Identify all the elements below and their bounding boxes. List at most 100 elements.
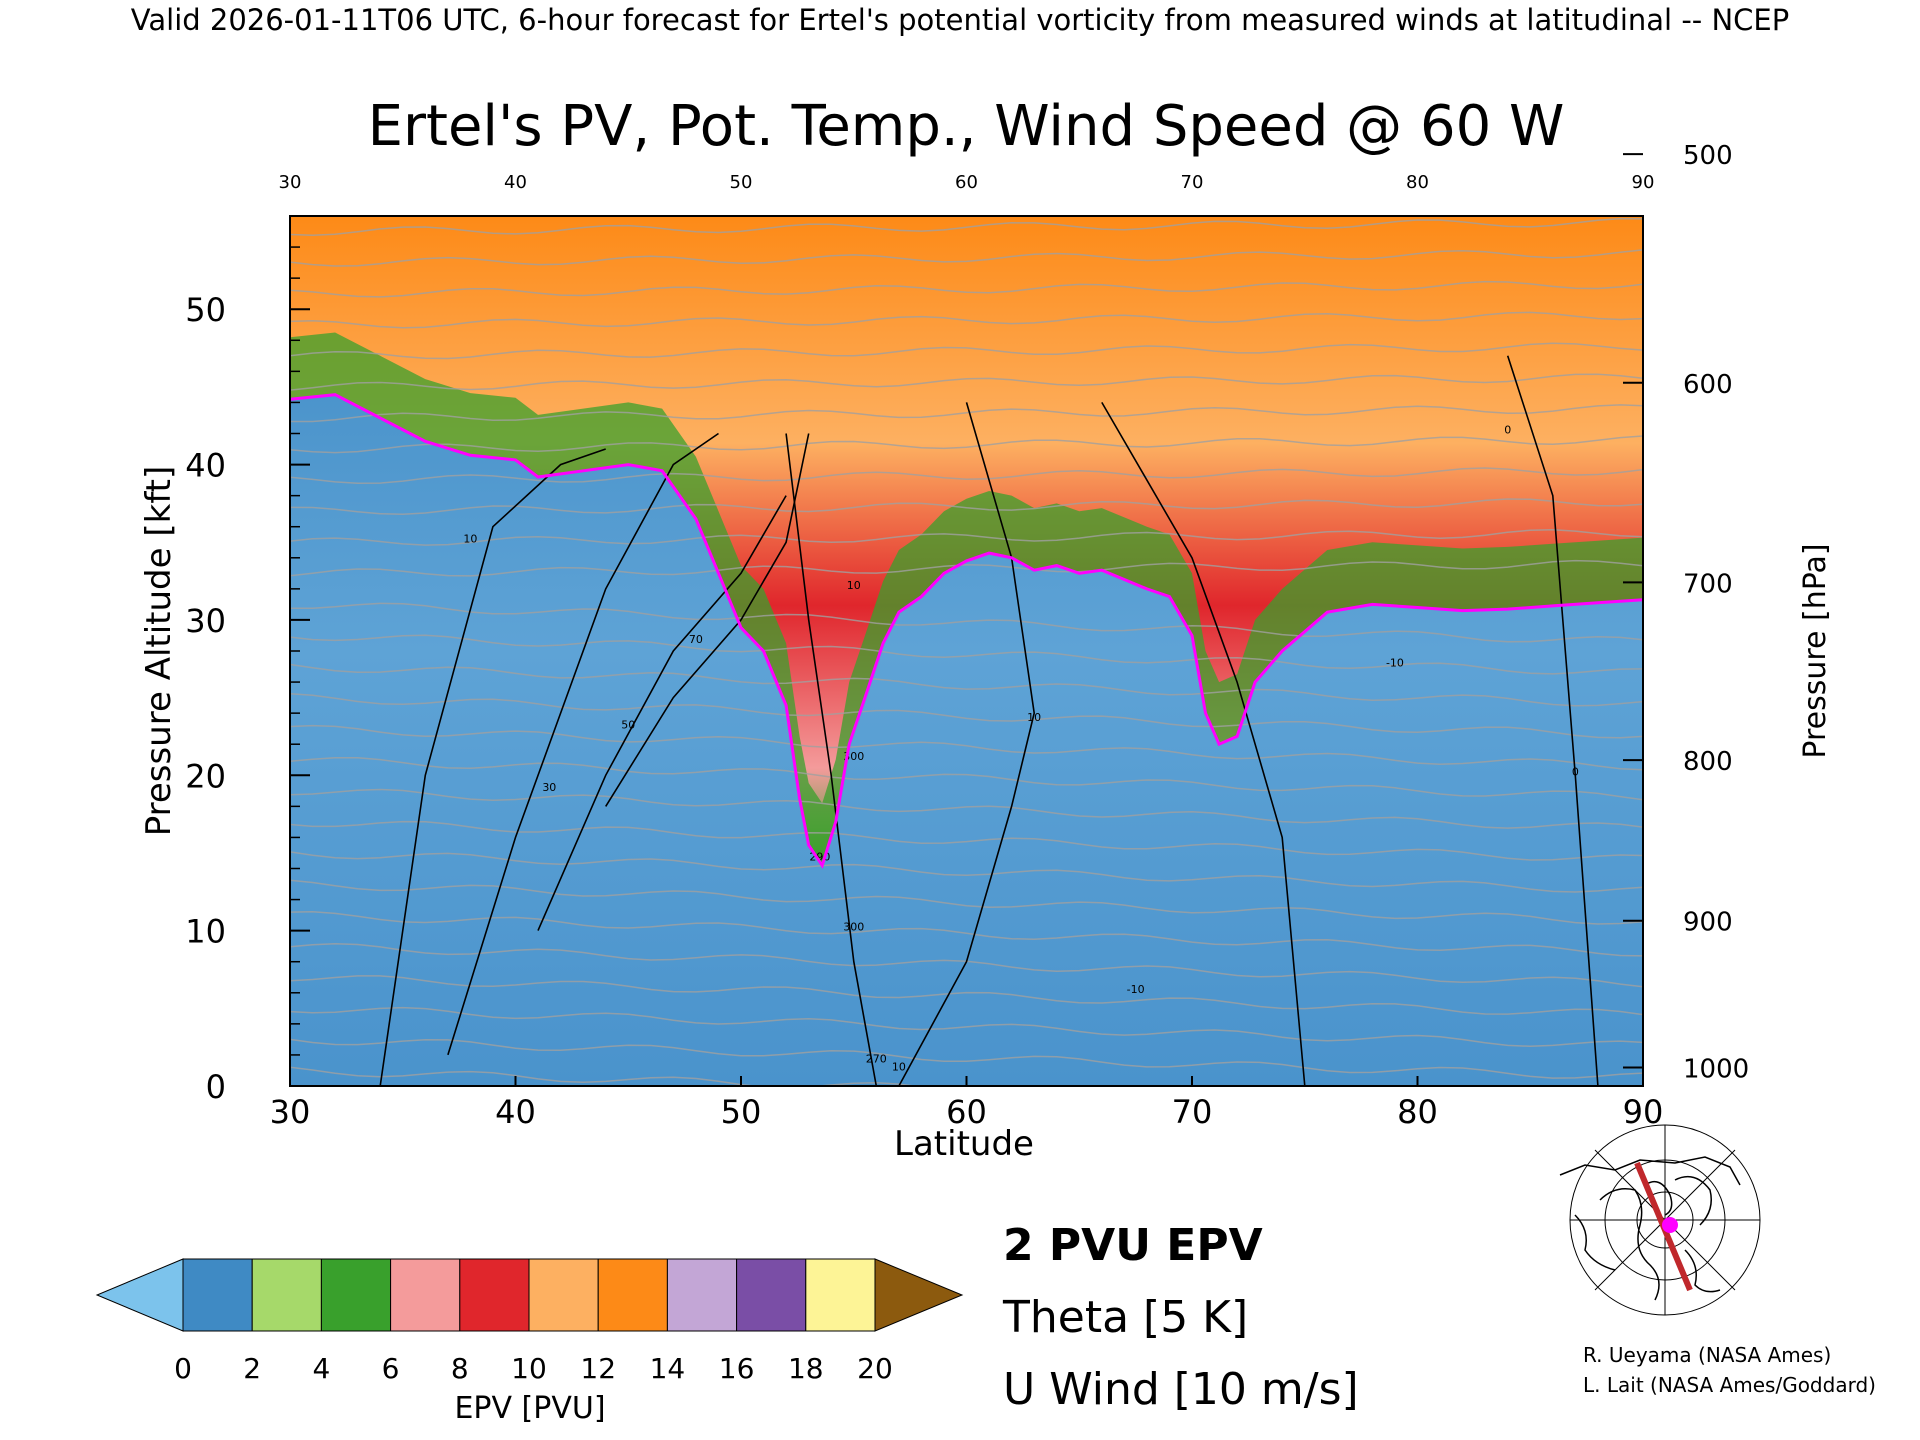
theta-contour <box>290 217 1643 237</box>
pressure-tick-label: 600 <box>1683 370 1733 400</box>
x-axis-top: 30 40 50 60 70 80 90 <box>279 172 1655 193</box>
legend-entry: 2 PVU EPV <box>1003 1220 1263 1271</box>
colorbar-tick-label: 10 <box>511 1352 547 1385</box>
colorbar: 0 2 4 6 8 10 12 14 16 18 20 <box>95 1258 964 1385</box>
theta-contour <box>290 342 1643 360</box>
u-wind-label: 30 <box>542 781 556 794</box>
x-tick-label: 40 <box>495 1093 536 1131</box>
chart-title: Ertel's PV, Pot. Temp., Wind Speed @ 60 … <box>368 94 1565 159</box>
u-wind-label: -10 <box>1127 983 1145 996</box>
pressure-tick-label: 700 <box>1683 569 1733 599</box>
legend-entry: U Wind [10 m/s] <box>1003 1364 1359 1415</box>
colorbar-tick-label: 18 <box>788 1352 824 1385</box>
u-wind-contour <box>1101 401 1306 1086</box>
theta-contour <box>290 820 1643 861</box>
theta-contour <box>290 911 1643 957</box>
y-axis-right-pressure: 1002003004005006007008009001000 <box>1623 141 1749 1084</box>
colorbar-tick-label: 6 <box>382 1352 400 1385</box>
y-axis-left: 0 10 20 30 40 50 <box>185 246 310 1106</box>
pressure-tick-label: 900 <box>1683 908 1733 938</box>
theta-contour <box>290 249 1643 267</box>
coastlines <box>1559 1156 1741 1301</box>
u-wind-contour <box>447 432 719 1056</box>
colorbar-tick-label: 14 <box>650 1352 686 1385</box>
legend-entry: Theta [5 K] <box>1002 1292 1248 1343</box>
x-top-tick-label: 80 <box>1406 172 1429 193</box>
theta-contour <box>290 435 1643 454</box>
u-wind-contour <box>605 433 810 807</box>
colorbar-segment <box>736 1258 807 1332</box>
theta-contour <box>290 404 1643 423</box>
theta-contour <box>290 663 1643 707</box>
theta-contour <box>290 529 1643 546</box>
x-axis-bottom: 30 40 50 60 70 80 90 <box>270 1076 1664 1131</box>
credit-line-2: L. Lait (NASA Ames/Goddard) <box>1583 1373 1876 1397</box>
theta-contour <box>290 851 1643 893</box>
y-tick-label: 50 <box>185 291 226 329</box>
y-tick-label: 30 <box>185 602 226 640</box>
u-wind-label: 70 <box>689 633 703 646</box>
u-wind-label: 10 <box>463 532 477 545</box>
x-tick-label: 30 <box>270 1093 311 1131</box>
theta-contour <box>290 602 1643 643</box>
theta-contour <box>290 724 1643 771</box>
x-tick-label: 50 <box>721 1093 762 1131</box>
theta-contour <box>290 879 1643 925</box>
colorbar-segment <box>251 1258 322 1332</box>
u-wind-contour <box>379 448 606 1086</box>
colorbar-segment <box>805 1258 876 1332</box>
theta-label: 300 <box>843 921 864 934</box>
theta-contour <box>290 634 1643 675</box>
location-marker <box>1662 1217 1678 1233</box>
colorbar-arrow-high <box>874 1258 964 1332</box>
u-wind-contour <box>1506 355 1599 1086</box>
y-tick-label: 40 <box>185 447 226 485</box>
theta-contour <box>290 280 1643 298</box>
theta-contour <box>290 467 1643 485</box>
y-tick-label: 10 <box>185 913 226 951</box>
u-wind-label: 0 <box>1572 765 1579 778</box>
u-wind-label: 10 <box>847 579 861 592</box>
y-tick-label: 0 <box>206 1068 226 1106</box>
colorbar-segment <box>390 1258 461 1332</box>
u-wind-label: 50 <box>621 719 635 732</box>
pressure-tick-label: 800 <box>1683 747 1733 777</box>
theta-label: 270 <box>866 1053 887 1066</box>
location-map-inset <box>1545 1124 1761 1316</box>
x-top-tick-label: 40 <box>504 172 527 193</box>
x-tick-label: 60 <box>946 1093 987 1131</box>
u-wind-contour <box>898 402 1036 1086</box>
tropopause-2pvu-line <box>290 393 1643 869</box>
colorbar-label: EPV [PVU] <box>454 1391 605 1426</box>
colorbar-tick-label: 8 <box>451 1352 469 1385</box>
theta-contour <box>290 788 1643 829</box>
u-wind-contours: 10 30 50 70 10 10 -10 -10 10 0 0 <box>379 355 1599 1086</box>
colorbar-tick-label: 0 <box>174 1352 192 1385</box>
colorbar-segment <box>597 1258 668 1332</box>
u-wind-label: 10 <box>1027 711 1041 724</box>
theta-contour <box>290 757 1643 801</box>
pressure-tick-label: 1000 <box>1683 1054 1749 1084</box>
colorbar-segment <box>528 1258 599 1332</box>
x-top-tick-label: 50 <box>730 172 753 193</box>
theta-contour <box>290 975 1643 1016</box>
credit-line-1: R. Ueyama (NASA Ames) <box>1583 1343 1831 1367</box>
theta-contour <box>290 1038 1643 1079</box>
theta-contour <box>290 1006 1643 1048</box>
x-axis-label: Latitude <box>894 1124 1034 1164</box>
colorbar-tick-label: 16 <box>719 1352 755 1385</box>
legend: 2 PVU EPV Theta [5 K] U Wind [10 m/s] <box>1002 1220 1359 1415</box>
colorbar-segment <box>459 1258 530 1332</box>
pressure-tick-label: 500 <box>1683 141 1733 171</box>
y-axis-label: Pressure Altitude [kft] <box>139 466 179 837</box>
header-text: Valid 2026-01-11T06 UTC, 6-hour forecast… <box>131 3 1789 37</box>
x-top-tick-label: 90 <box>1632 172 1655 193</box>
u-wind-label: 0 <box>1504 424 1511 437</box>
x-top-tick-label: 60 <box>955 172 978 193</box>
colorbar-tick-label: 20 <box>857 1352 893 1385</box>
colorbar-segment <box>666 1258 738 1332</box>
x-top-tick-label: 30 <box>279 172 302 193</box>
x-tick-label: 90 <box>1623 1093 1664 1131</box>
colorbar-arrow-low <box>95 1258 184 1332</box>
